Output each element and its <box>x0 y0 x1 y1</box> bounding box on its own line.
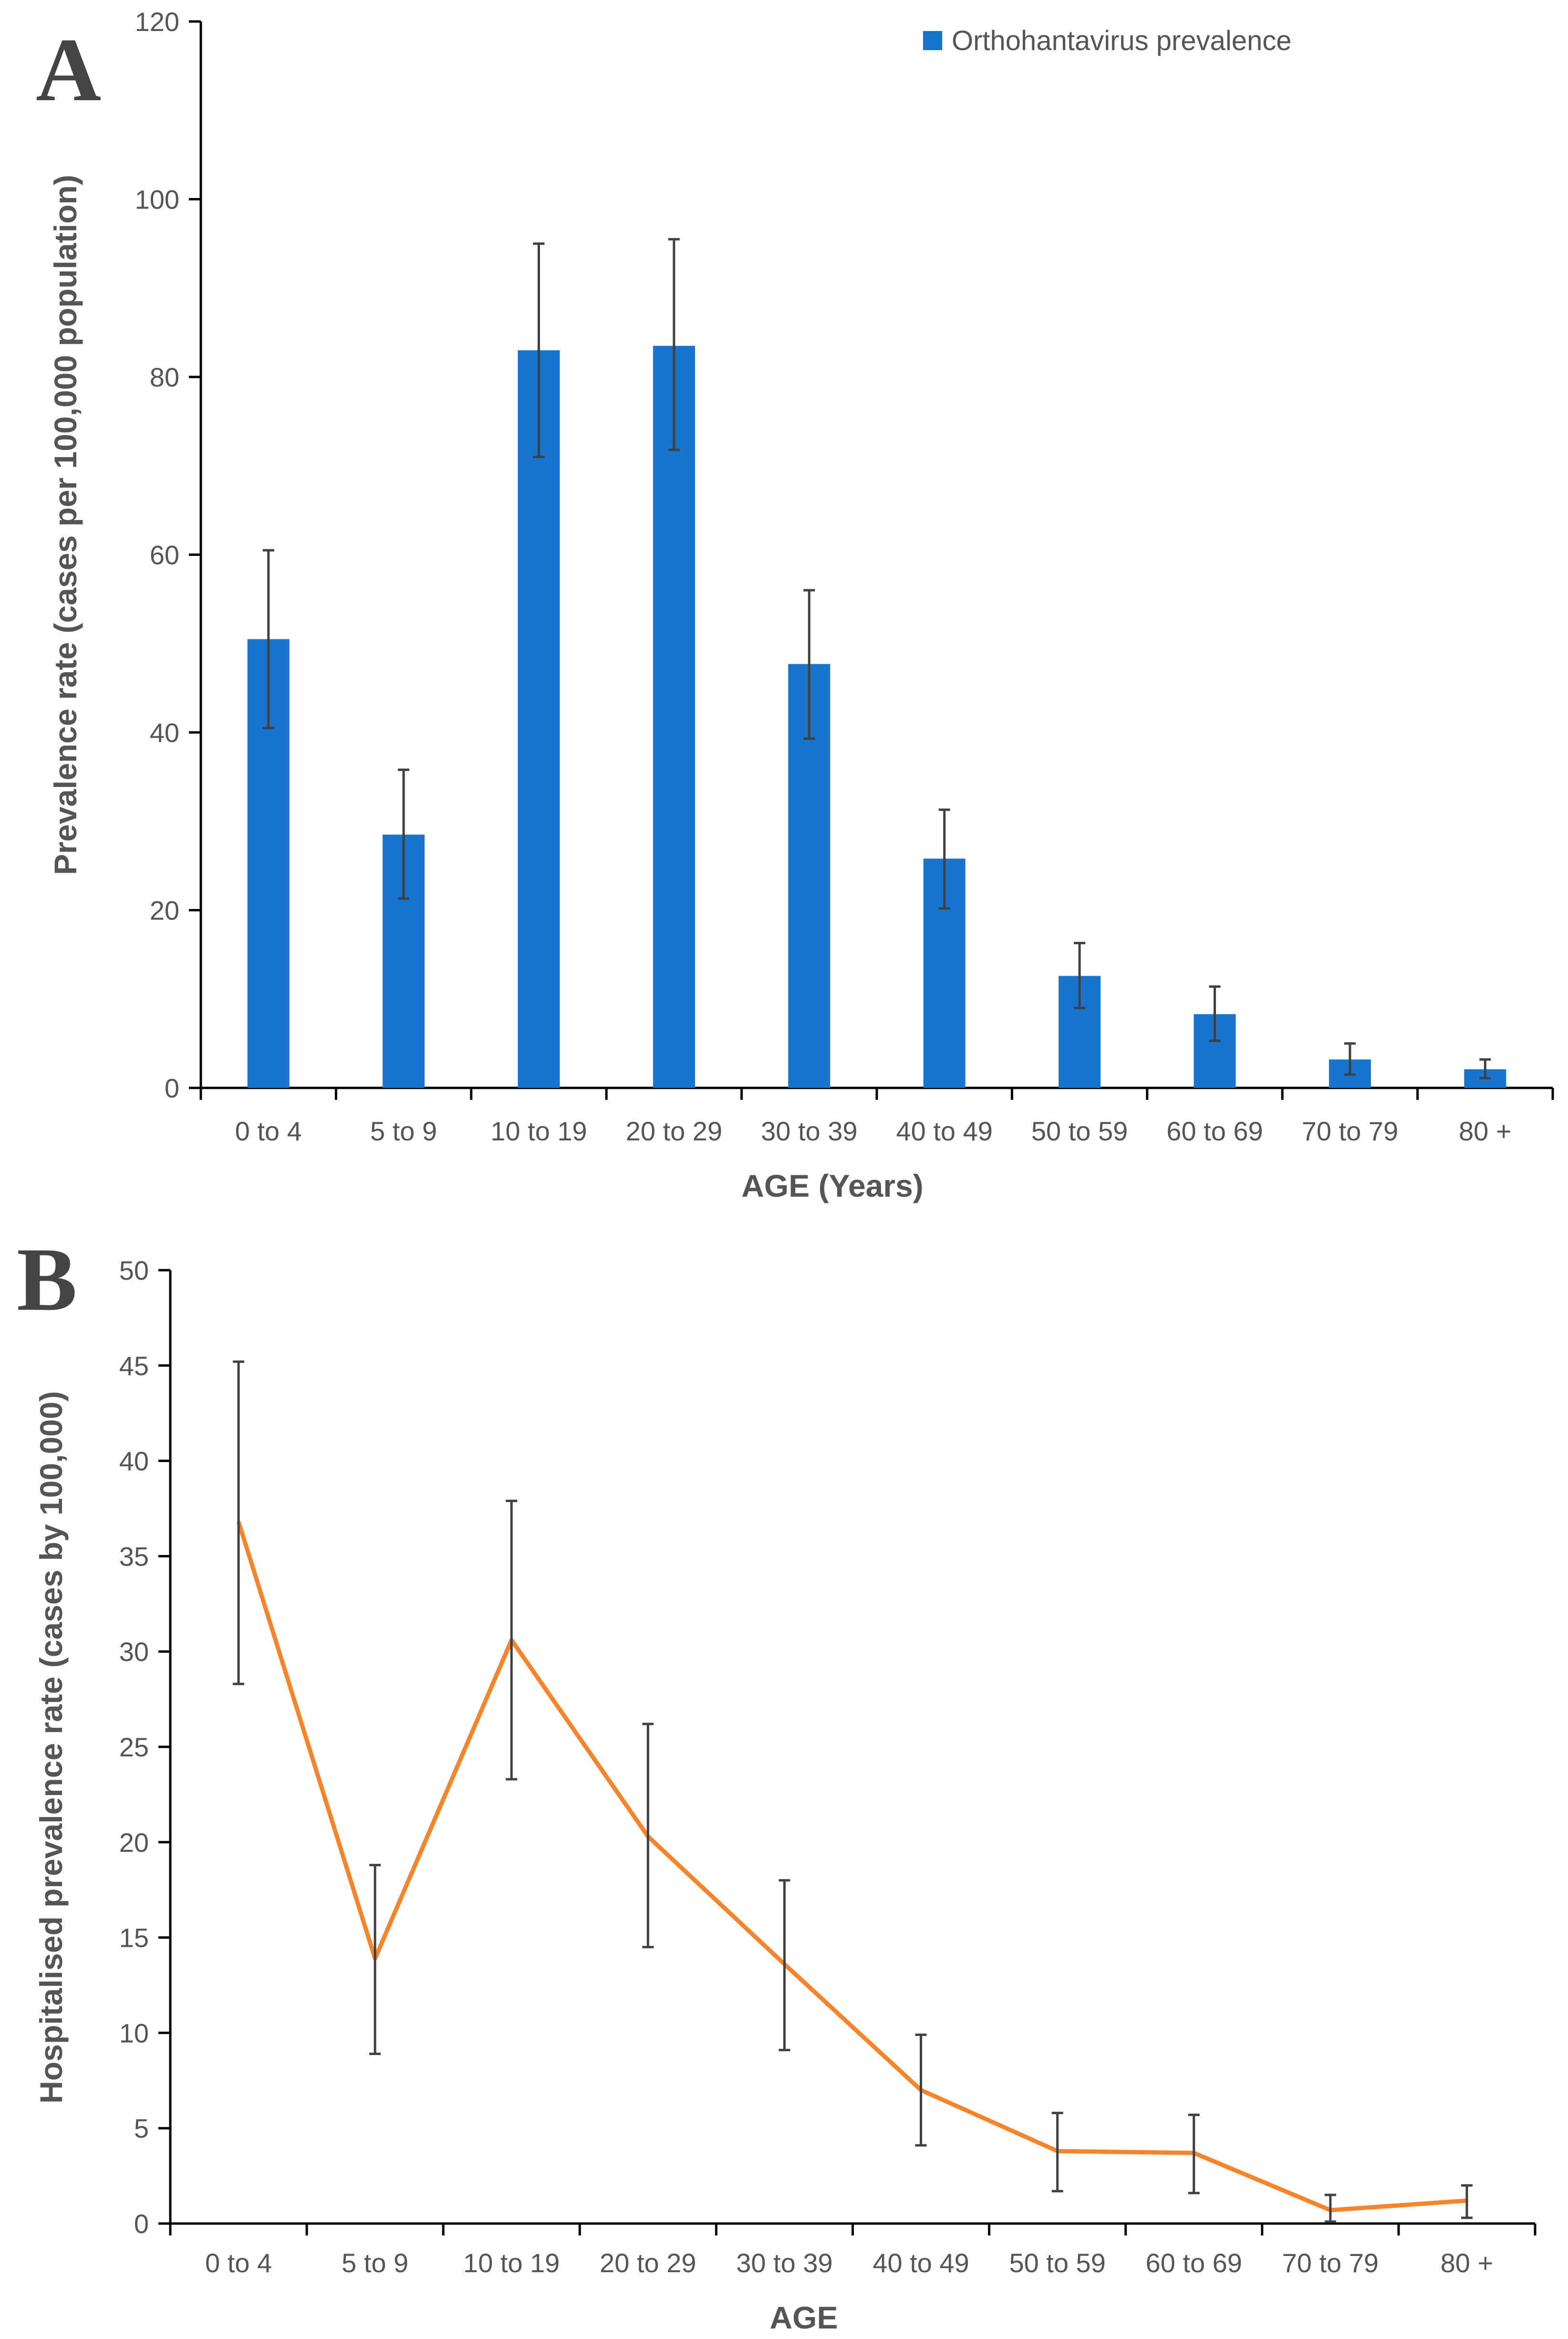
legend-label: Orthohantavirus prevalence <box>952 25 1292 56</box>
y-tick-label: 20 <box>119 1827 149 1858</box>
y-tick-label: 25 <box>119 1732 149 1762</box>
panel-b-error-bars <box>233 1360 1473 2223</box>
y-tick-label: 30 <box>119 1637 149 1667</box>
x-tick-label: 0 to 4 <box>235 1116 302 1146</box>
bar <box>653 345 695 1088</box>
x-tick-label: 10 to 19 <box>463 2248 560 2278</box>
y-tick-label: 100 <box>135 185 179 215</box>
panel-a-x-ticks <box>199 1088 1554 1100</box>
y-tick-label: 60 <box>150 540 179 570</box>
y-tick-label: 35 <box>119 1541 149 1571</box>
panel-a-y-axis-title: Prevalence rate (cases per 100,000 popul… <box>48 175 83 875</box>
panel-b-x-axis-title: AGE <box>769 2300 838 2335</box>
y-tick-label: 40 <box>150 718 179 748</box>
x-tick-label: 70 to 79 <box>1282 2248 1379 2278</box>
x-tick-label: 40 to 49 <box>872 2248 969 2278</box>
x-tick-label: 40 to 49 <box>896 1116 992 1146</box>
x-tick-label: 30 to 39 <box>761 1116 857 1146</box>
x-tick-label: 5 to 9 <box>370 1116 437 1146</box>
y-tick-label: 5 <box>134 2113 149 2143</box>
x-tick-label: 50 to 59 <box>1009 2248 1105 2278</box>
x-tick-label: 0 to 4 <box>205 2248 272 2278</box>
panel-b-y-axis-title: Hospitalised prevalence rate (cases by 1… <box>33 1391 69 2103</box>
panel-a-error-bars <box>262 238 1491 1080</box>
y-tick-label: 20 <box>150 896 179 926</box>
panel-a-bar-chart: A 0 20 40 60 80 100 120 0 to 4 5 to 9 10 to 19 20… <box>36 7 1554 1203</box>
panel-a-label: A <box>36 20 101 120</box>
series-line <box>236 1521 1467 2213</box>
panel-a-x-axis-title: AGE (Years) <box>741 1168 924 1203</box>
panel-a-y-ticks: 0 20 40 60 80 100 120 <box>135 7 201 1103</box>
x-tick-label: 5 to 9 <box>342 2248 408 2278</box>
x-tick-label: 20 to 29 <box>626 1116 722 1146</box>
y-tick-label: 0 <box>134 2209 149 2239</box>
bar <box>518 350 560 1088</box>
x-tick-label: 30 to 39 <box>736 2248 832 2278</box>
x-tick-label: 80 + <box>1459 1116 1512 1146</box>
x-tick-label: 80 + <box>1441 2248 1494 2278</box>
y-tick-label: 80 <box>150 362 179 392</box>
x-tick-label: 50 to 59 <box>1031 1116 1128 1146</box>
x-tick-label: 10 to 19 <box>490 1116 587 1146</box>
panel-b-line-chart: B 0 5 10 15 20 25 30 35 40 45 50 0 to 4 5 to 9 10 to… <box>17 1230 1537 2335</box>
x-tick-label: 70 to 79 <box>1302 1116 1398 1146</box>
legend-swatch <box>923 31 942 50</box>
x-tick-label: 60 to 69 <box>1146 2248 1242 2278</box>
x-tick-label: 20 to 29 <box>600 2248 696 2278</box>
x-tick-label: 60 to 69 <box>1166 1116 1263 1146</box>
panel-a-x-tick-labels: 0 to 4 5 to 9 10 to 19 20 to 29 30 to 39 40 t… <box>235 1116 1512 1146</box>
y-tick-label: 120 <box>135 7 179 37</box>
panel-b-y-ticks: 0 5 10 15 20 25 30 35 40 45 50 <box>119 1255 170 2239</box>
panel-a-legend: Orthohantavirus prevalence <box>923 25 1292 56</box>
y-tick-label: 10 <box>119 2018 149 2048</box>
panel-b-x-ticks <box>169 2224 1537 2235</box>
panel-b-x-tick-labels: 0 to 4 5 to 9 10 to 19 20 to 29 30 to 39 40 t… <box>205 2248 1493 2278</box>
y-tick-label: 40 <box>119 1446 149 1476</box>
y-tick-label: 50 <box>119 1255 149 1285</box>
y-tick-label: 45 <box>119 1351 149 1381</box>
y-tick-label: 15 <box>119 1923 149 1953</box>
panel-b-label: B <box>17 1230 77 1330</box>
y-tick-label: 0 <box>165 1073 179 1103</box>
